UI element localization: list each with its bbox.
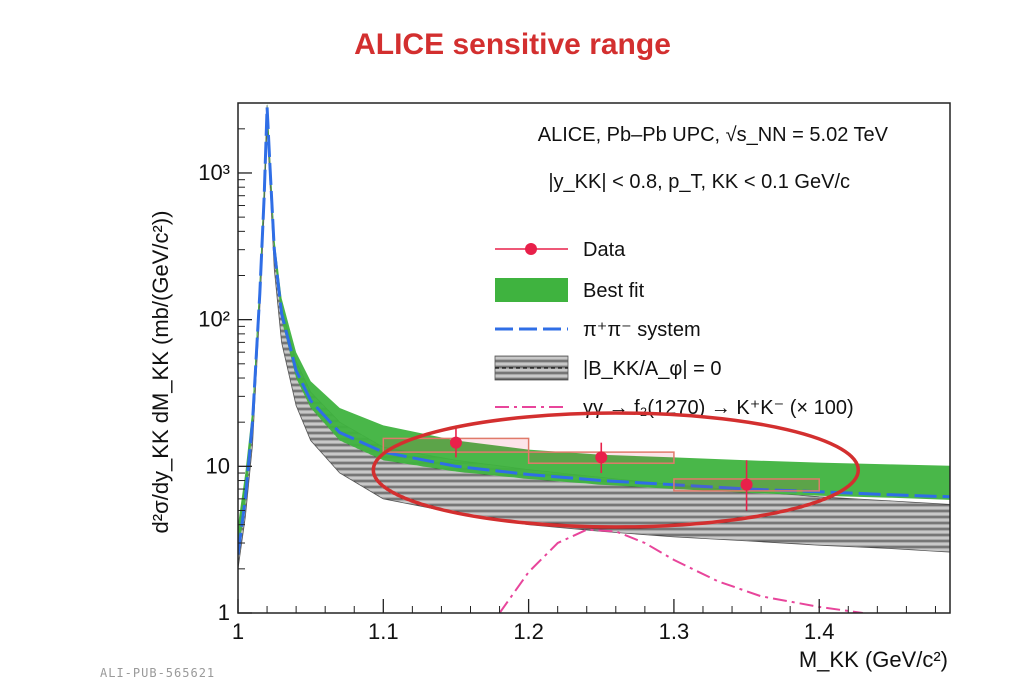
legend-entry: |B_KK/A_φ| = 0: [494, 355, 721, 381]
legend-label: |B_KK/A_φ| = 0: [583, 358, 721, 380]
line-f2-component: [498, 528, 863, 613]
y-tick-label: 10: [206, 453, 230, 478]
legend-label: Data: [583, 239, 626, 261]
line-pipi-system: [238, 107, 950, 555]
x-tick-label: 1: [232, 619, 244, 644]
y-tick-label: 10³: [198, 160, 230, 185]
y-tick-label: 1: [218, 600, 230, 625]
x-tick-label: 1.2: [513, 619, 544, 644]
highlight-layer: [371, 411, 861, 529]
highlight-ellipse: [371, 411, 861, 529]
legend-entry: π⁺π⁻ system: [495, 319, 701, 341]
x-tick-label: 1.3: [659, 619, 690, 644]
page-title: ALICE sensitive range: [354, 28, 671, 61]
legend-entry: Data: [495, 239, 626, 261]
legend-swatch-band: [495, 278, 568, 302]
annotation-cuts: |y_KK| < 0.8, p_T, KK < 0.1 GeV/c: [548, 171, 850, 193]
legend-entry: Best fit: [495, 278, 645, 302]
data-marker: [740, 478, 753, 491]
data-marker: [449, 436, 462, 449]
legend-label: Best fit: [583, 280, 645, 302]
data-point: [382, 425, 530, 458]
y-tick-label: 10²: [198, 307, 230, 332]
x-axis-label: M_KK (GeV/c²): [799, 647, 948, 672]
x-tick-label: 1.1: [368, 619, 399, 644]
plot-frame: [237, 102, 951, 614]
band-best-fit: [238, 103, 950, 555]
y-axis-label: d²σ/dy_KK dM_KK (mb/(GeV/c²)): [148, 211, 173, 534]
legend-swatch-marker: [525, 243, 537, 255]
data-marker: [595, 451, 608, 464]
plot-layer: [238, 103, 950, 613]
data-point: [527, 442, 675, 474]
data-point: [673, 460, 820, 511]
legend-label: γγ → f₂(1270) → K⁺K⁻ (× 100): [583, 397, 854, 419]
legend: Data Best fit π⁺π⁻ system |B_KK/A_φ| = 0 γγ …: [494, 239, 854, 419]
figure-id: ALI-PUB-565621: [100, 666, 216, 680]
x-tick-label: 1.4: [804, 619, 835, 644]
annotation-experiment: ALICE, Pb–Pb UPC, √s_NN = 5.02 TeV: [538, 124, 889, 146]
axis-layer: 1 1.1 1.2 1.3 1.4 1 10 10² 10³: [198, 102, 936, 644]
legend-label: π⁺π⁻ system: [583, 319, 701, 341]
